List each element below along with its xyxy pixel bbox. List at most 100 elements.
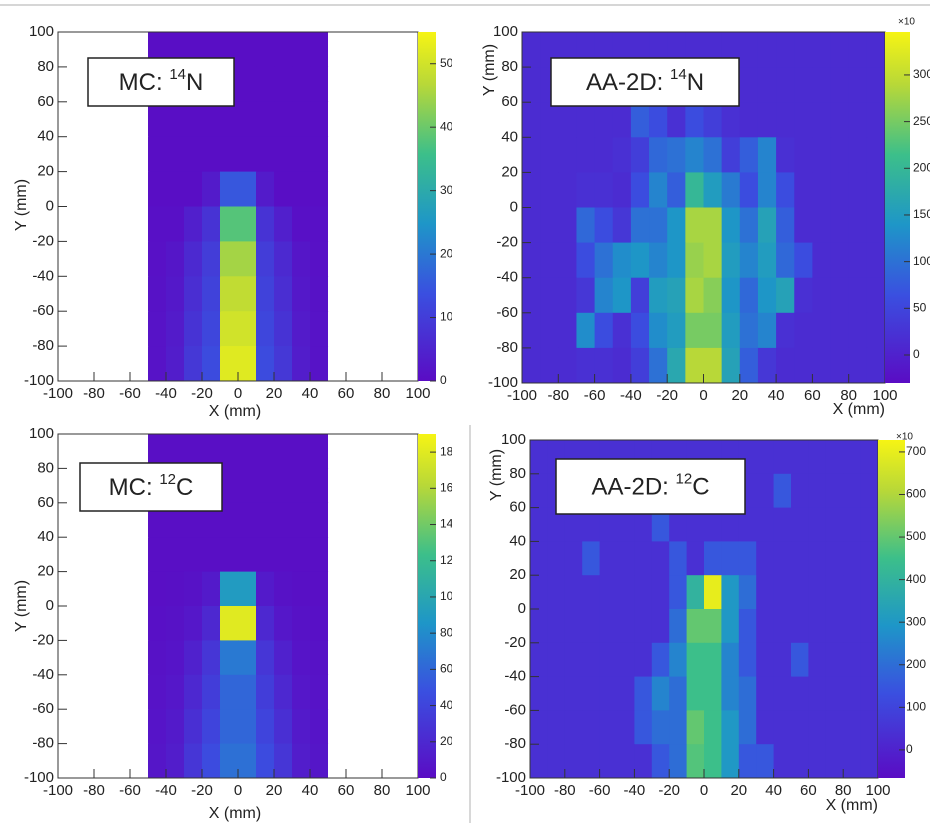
heatmap-cell <box>166 136 185 173</box>
heatmap-cell <box>669 642 688 678</box>
colorbar-tick-label: 1800 <box>440 444 467 458</box>
heatmap-cell <box>576 312 596 349</box>
heatmap-cell <box>148 136 167 173</box>
heatmap-cell <box>773 710 792 745</box>
heatmap-cell <box>220 674 239 710</box>
heatmap-cell <box>576 277 596 314</box>
heatmap-cell <box>310 206 329 242</box>
heatmap-cell <box>843 473 862 509</box>
heatmap-cell <box>773 440 792 475</box>
heatmap-cell <box>721 744 740 779</box>
y-tick-label: 40 <box>509 532 526 549</box>
heatmap-cell <box>667 277 686 314</box>
x-tick-label: 60 <box>804 387 821 404</box>
heatmap-cell <box>651 609 670 644</box>
heatmap-cell <box>274 743 293 779</box>
heatmap-cell <box>220 606 239 641</box>
heatmap-cell <box>148 346 167 382</box>
heatmap-cell <box>634 710 653 745</box>
heatmap-cell <box>703 312 723 349</box>
y-tick-label: -40 <box>496 269 518 286</box>
heatmap-cell <box>738 744 757 779</box>
y-tick-label: -20 <box>504 634 526 651</box>
heatmap-cell <box>522 347 541 384</box>
heatmap-cell <box>346 276 365 312</box>
heatmap-cell <box>617 676 635 711</box>
heatmap-cell <box>130 571 149 607</box>
heatmap-cell <box>704 541 722 576</box>
colorbar-multiplier: ×10 <box>898 17 915 28</box>
heatmap-cell <box>220 171 239 207</box>
heatmap-cell <box>184 571 203 607</box>
heatmap-cell <box>812 312 832 349</box>
y-tick-label: 60 <box>501 93 518 110</box>
heatmap-cell <box>238 571 257 607</box>
heatmap-cell <box>830 67 850 103</box>
heatmap-cell <box>130 606 149 641</box>
heatmap-cell <box>166 241 185 277</box>
x-tick-label: -100 <box>507 387 537 404</box>
heatmap-cell <box>94 606 113 641</box>
heatmap-cell <box>848 67 868 103</box>
heatmap-cell <box>382 276 401 312</box>
x-axis-title: X (mm) <box>209 805 261 822</box>
heatmap-cell <box>721 137 741 173</box>
heatmap-cell <box>238 537 257 573</box>
y-tick-label: -20 <box>32 631 54 648</box>
heatmap-cell <box>612 277 632 314</box>
heatmap-cell <box>400 571 419 607</box>
panel: -100 -80 -60 -40 -20 0 20 40 60 80 100 -100 -80 -60 -4… <box>488 431 926 814</box>
heatmap-cell <box>274 66 293 103</box>
heatmap-cell <box>94 346 113 382</box>
heatmap-cell <box>738 642 757 678</box>
heatmap-cell <box>310 171 329 207</box>
heatmap-cell <box>594 102 614 138</box>
heatmap-cell <box>530 609 548 644</box>
heatmap-cell <box>530 473 548 509</box>
heatmap-cell <box>757 347 777 384</box>
heatmap-cell <box>739 277 759 314</box>
heatmap-cell <box>382 606 401 641</box>
heatmap-cell <box>530 744 548 779</box>
annotation-mass: 12 <box>676 470 693 487</box>
colorbar-tick-label: 600 <box>906 487 926 501</box>
heatmap-cell <box>576 102 596 138</box>
heatmap-cell <box>382 468 401 504</box>
heatmap-cell <box>238 346 257 382</box>
heatmap-cell <box>364 241 383 277</box>
heatmap-cell <box>328 640 347 676</box>
heatmap-cell <box>130 241 149 277</box>
colorbar-tick-label: 0 <box>440 770 447 784</box>
heatmap-cell <box>594 137 614 173</box>
heatmap-cell <box>220 206 239 242</box>
heatmap-cell <box>202 537 221 573</box>
heatmap-cell <box>848 242 868 279</box>
colorbar-tick-label: 300 <box>440 183 460 197</box>
heatmap-cell <box>756 676 775 711</box>
heatmap-cell <box>667 312 686 349</box>
y-tick-label: 80 <box>509 465 526 482</box>
heatmap-cell <box>685 312 704 349</box>
heatmap-cell <box>310 276 329 312</box>
heatmap-cell <box>703 207 723 244</box>
heatmap-cell <box>166 206 185 242</box>
heatmap-cell <box>773 744 792 779</box>
heatmap-cell <box>328 101 347 138</box>
heatmap-cell <box>328 346 347 382</box>
heatmap-cell <box>721 642 740 678</box>
heatmap-cell <box>256 206 275 242</box>
heatmap-cell <box>58 206 77 242</box>
heatmap-cell <box>148 434 167 469</box>
heatmap-cell <box>667 172 686 208</box>
heatmap-cell <box>382 206 401 242</box>
heatmap-cell <box>328 709 347 745</box>
heatmap-cell <box>825 609 844 644</box>
heatmap-cell <box>738 575 757 610</box>
heatmap-cell <box>599 507 618 542</box>
heatmap-cell <box>685 347 704 384</box>
heatmap-cell <box>76 674 95 710</box>
heatmap-cell <box>522 137 541 173</box>
heatmap-cell <box>738 507 757 542</box>
heatmap-cell <box>94 241 113 277</box>
colorbar-tick-label: 100 <box>913 254 930 268</box>
